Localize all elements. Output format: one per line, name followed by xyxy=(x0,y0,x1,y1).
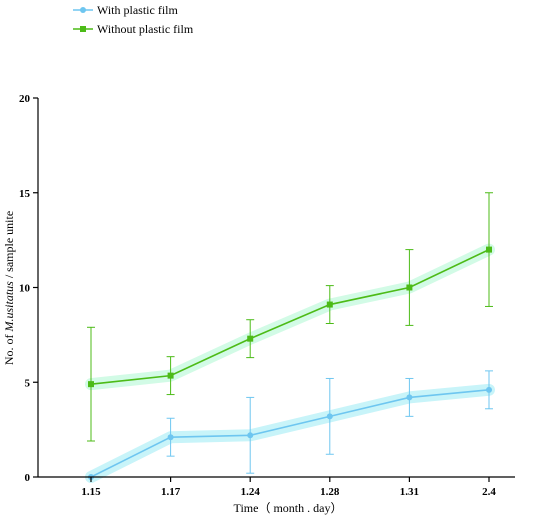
legend-label: With plastic film xyxy=(97,3,179,17)
series-line-1 xyxy=(90,248,490,385)
data-point xyxy=(406,394,413,401)
x-axis-title: Time（ month . day） xyxy=(234,501,343,515)
series-highlight-bands xyxy=(85,243,495,483)
y-tick-label: 5 xyxy=(25,377,31,389)
x-tick-label: 1.31 xyxy=(400,486,419,498)
data-point xyxy=(326,301,333,308)
series-lines xyxy=(90,248,490,478)
data-point xyxy=(486,246,492,253)
x-tick-label: 1.28 xyxy=(320,486,340,498)
x-tick-label: 1.24 xyxy=(241,486,261,498)
y-axis-title-species: M.usitatus xyxy=(2,281,16,333)
data-point xyxy=(167,372,174,379)
data-point xyxy=(326,413,333,420)
data-point xyxy=(167,434,174,441)
legend-item-without-plastic-film: Without plastic film xyxy=(73,22,194,36)
legend-label: Without plastic film xyxy=(97,22,194,36)
legend: With plastic film Without plastic film xyxy=(73,3,194,36)
legend-swatch-marker xyxy=(80,26,86,32)
series-line-0 xyxy=(90,389,490,478)
y-axis-title: No. of M.usitatus / sample unite xyxy=(2,211,16,365)
y-axis-title-part: No. of xyxy=(2,332,16,366)
x-tick-label: 1.17 xyxy=(161,486,181,498)
legend-swatch-marker xyxy=(80,7,86,13)
y-tick-label: 20 xyxy=(19,93,31,105)
series-band-1 xyxy=(85,243,495,391)
y-tick-label: 0 xyxy=(25,472,31,484)
y-tick-label: 15 xyxy=(19,188,31,200)
y-axis-title-part: / sample unite xyxy=(2,211,16,281)
data-point xyxy=(247,432,254,439)
y-tick-label: 10 xyxy=(19,283,31,295)
data-point xyxy=(486,386,492,393)
x-tick-label: 2.4 xyxy=(482,486,496,498)
data-point xyxy=(88,381,94,388)
y-axis-ticks: 0 5 10 15 20 xyxy=(19,93,38,484)
series-band-0 xyxy=(85,383,495,483)
data-point xyxy=(406,284,413,291)
x-axis-ticks: 1.15 1.17 1.24 1.28 1.31 2.4 xyxy=(81,477,496,498)
series-markers xyxy=(88,246,492,480)
axes xyxy=(37,98,515,478)
data-point xyxy=(247,335,254,342)
x-tick-label: 1.15 xyxy=(81,486,101,498)
legend-item-with-plastic-film: With plastic film xyxy=(73,3,179,17)
